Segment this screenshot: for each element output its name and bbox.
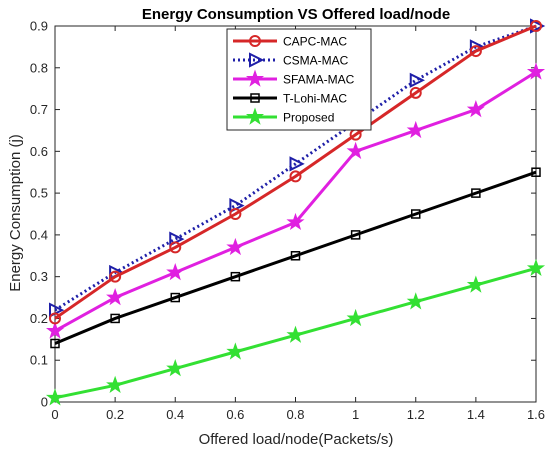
y-tick-label: 0.7 — [30, 102, 48, 117]
data-point-sfama-mac — [466, 100, 485, 118]
data-point-capc-mac — [169, 241, 182, 254]
data-point-t-lohi-mac — [531, 167, 541, 177]
data-point-proposed — [526, 258, 546, 277]
data-point-proposed — [406, 292, 425, 310]
y-tick-label: 0.4 — [30, 227, 48, 242]
legend-label-capc-mac: CAPC-MAC — [283, 35, 347, 49]
y-tick-label: 0.5 — [30, 186, 48, 201]
data-point-sfama-mac — [166, 262, 185, 281]
data-point-t-lohi-mac — [290, 251, 301, 261]
legend-label-proposed: Proposed — [283, 111, 334, 125]
legend-marker-csma-mac — [249, 52, 265, 68]
y-tick-label: 0.9 — [30, 19, 48, 34]
x-tick-label: 0.4 — [166, 407, 184, 422]
x-tick-label: 0.2 — [106, 407, 124, 422]
x-tick-label: 0.8 — [286, 407, 304, 422]
data-point-t-lohi-mac — [170, 292, 180, 303]
data-point-proposed — [45, 388, 65, 406]
y-tick-label: 0.2 — [30, 311, 48, 326]
y-tick-label: 0.6 — [30, 144, 48, 159]
legend: CAPC-MAC CSMA-MAC SFAMA-MAC T-Lohi-MAC Propo… — [226, 28, 372, 131]
legend-marker-t-lohi-mac — [250, 93, 260, 103]
y-tick-label: 0.8 — [30, 60, 48, 75]
chart-title: Energy Consumption VS Offered load/node — [142, 6, 450, 23]
x-tick-label: 1.4 — [467, 407, 485, 422]
data-point-capc-mac — [289, 170, 302, 183]
data-point-capc-mac — [49, 312, 61, 325]
data-point-sfama-mac — [406, 120, 425, 139]
data-point-capc-mac — [109, 270, 122, 283]
data-point-t-lohi-mac — [471, 188, 481, 198]
data-point-capc-mac — [229, 208, 242, 220]
x-tick-label: 1.2 — [407, 407, 425, 422]
data-point-csma-mac — [289, 156, 305, 172]
legend-label-sfama-mac: SFAMA-MAC — [283, 73, 355, 87]
data-point-proposed — [346, 308, 365, 327]
data-point-csma-mac — [409, 72, 425, 88]
series-line-t-lohi-mac — [54, 170, 537, 345]
series-line-csma-mac — [54, 24, 537, 312]
data-point-proposed — [226, 342, 245, 360]
y-tick-label: 0 — [41, 395, 48, 410]
x-tick-label: 1 — [352, 407, 359, 422]
x-tick-label: 0 — [51, 407, 58, 422]
legend-marker-proposed — [245, 107, 265, 125]
data-point-sfama-mac — [45, 321, 65, 339]
legend-label-t-lohi-mac: T-Lohi-MAC — [283, 92, 347, 106]
data-point-t-lohi-mac — [110, 313, 120, 324]
legend-marker-capc-mac — [249, 35, 261, 47]
data-point-capc-mac — [469, 45, 482, 58]
data-point-sfama-mac — [346, 141, 365, 160]
legend-marker-sfama-mac — [245, 69, 265, 87]
data-point-proposed — [286, 325, 305, 343]
y-axis-label: Energy Consumption (j) — [7, 134, 24, 292]
data-point-proposed — [466, 275, 485, 293]
x-tick-label: 0.6 — [226, 407, 244, 422]
data-point-capc-mac — [409, 86, 422, 99]
y-tick-label: 0.1 — [30, 353, 48, 368]
data-point-t-lohi-mac — [411, 209, 421, 219]
data-point-t-lohi-mac — [350, 230, 361, 240]
data-point-sfama-mac — [106, 288, 125, 306]
data-point-proposed — [166, 359, 185, 377]
data-point-proposed — [106, 375, 125, 393]
x-tick-label: 1.6 — [527, 407, 545, 422]
data-point-sfama-mac — [226, 237, 245, 256]
data-point-t-lohi-mac — [230, 271, 241, 282]
data-point-sfama-mac — [286, 212, 305, 231]
series-line-capc-mac — [54, 24, 537, 320]
y-tick-label: 0.3 — [30, 269, 48, 284]
legend-label-csma-mac: CSMA-MAC — [283, 54, 349, 68]
data-point-capc-mac — [530, 20, 542, 32]
x-axis-label: Offered load/node(Packets/s) — [199, 431, 394, 448]
data-point-t-lohi-mac — [50, 338, 60, 349]
data-point-sfama-mac — [526, 62, 546, 80]
